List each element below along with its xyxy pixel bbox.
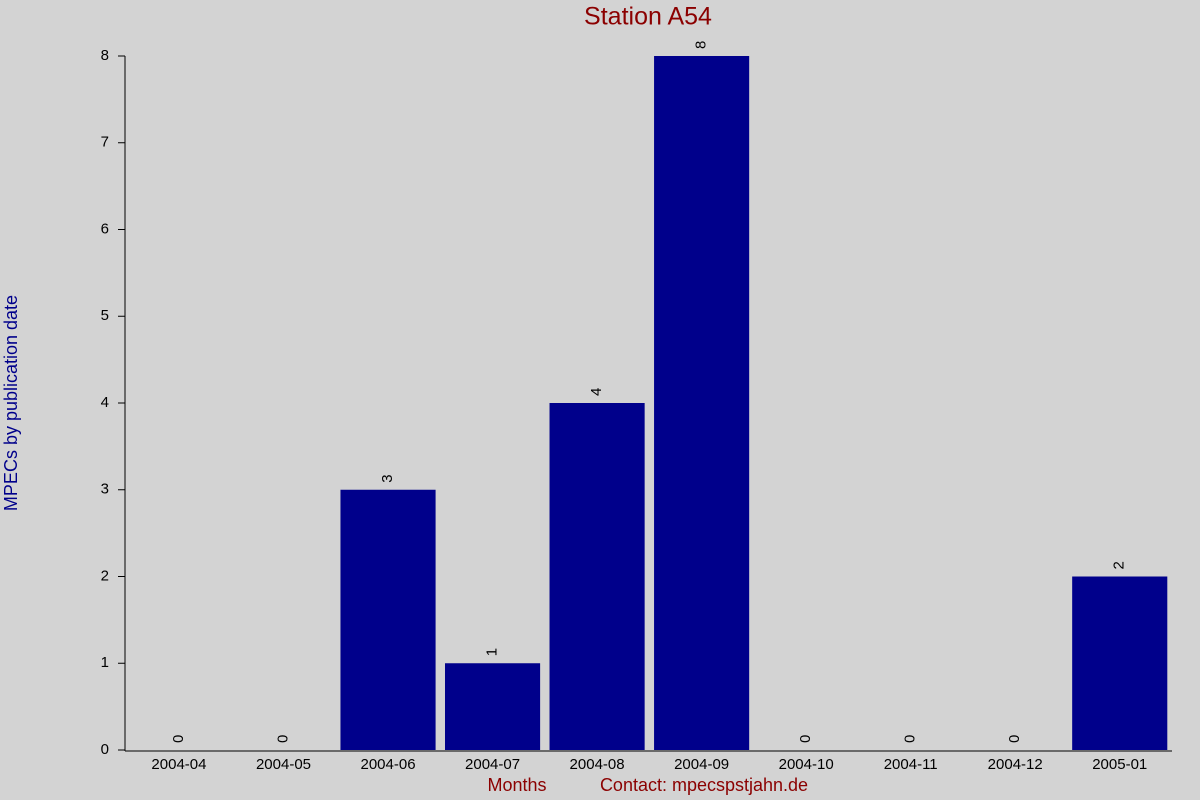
bar (340, 489, 436, 750)
bar (1072, 576, 1168, 750)
y-tick-label: 4 (101, 394, 109, 411)
x-axis-label: Months (487, 775, 546, 795)
value-label: 0 (274, 735, 291, 743)
x-tick-label: 2004-10 (779, 756, 834, 773)
value-label: 2 (1111, 561, 1128, 569)
bar (444, 663, 541, 750)
x-tick-label: 2004-06 (360, 756, 415, 773)
bar (549, 403, 645, 750)
x-tick-label: 2004-04 (151, 756, 206, 773)
x-tick-label: 2004-11 (884, 756, 938, 773)
value-label: 4 (588, 388, 605, 396)
value-label: 8 (693, 41, 710, 49)
x-tick-label: 2004-07 (465, 756, 520, 773)
y-tick-label: 5 (101, 307, 109, 324)
x-tick-label: 2004-08 (570, 756, 625, 773)
x-tick-label: 2004-09 (674, 756, 729, 773)
credit: Contact: mpecspstjahn.de (600, 775, 808, 795)
x-tick-label: 2004-12 (988, 756, 1043, 773)
y-tick-label: 6 (101, 220, 109, 237)
x-tick-label: 2004-05 (256, 756, 311, 773)
value-label: 0 (1006, 735, 1023, 743)
value-label: 0 (170, 735, 187, 743)
y-axis-label: MPECs by publication date (1, 295, 21, 511)
value-label: 1 (484, 648, 501, 656)
y-tick-label: 0 (101, 741, 109, 758)
bar (654, 56, 750, 750)
x-tick-label: 2005-01 (1092, 756, 1147, 773)
y-tick-label: 7 (101, 134, 109, 151)
y-tick-label: 8 (101, 47, 109, 64)
chart-title: Station A54 (584, 3, 712, 31)
value-label: 0 (797, 735, 814, 743)
value-label: 0 (902, 735, 919, 743)
y-tick-label: 1 (101, 654, 109, 671)
y-tick-label: 3 (101, 481, 109, 498)
value-label: 3 (379, 474, 396, 482)
y-tick-label: 2 (101, 567, 109, 584)
